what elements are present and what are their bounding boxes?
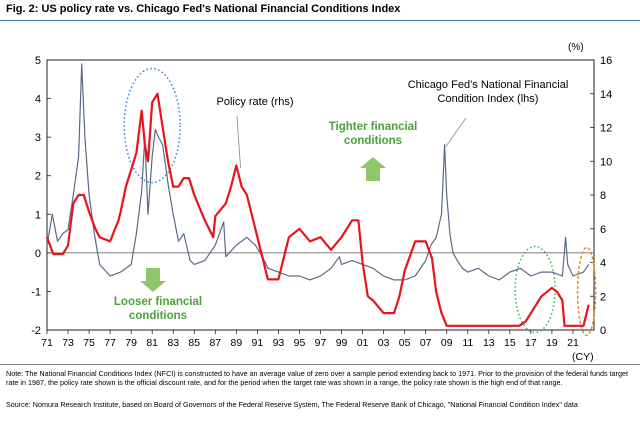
y-right-tick-label: 0 xyxy=(600,325,606,337)
x-tick-label: 71 xyxy=(41,337,53,349)
y-right-tick-label: 16 xyxy=(600,55,612,67)
y-right-tick-label: 6 xyxy=(600,224,606,236)
highlight-circle-1980s xyxy=(123,67,181,184)
chart-source: Source: Nomura Research Institute, based… xyxy=(6,400,578,409)
tighter-arrow-icon xyxy=(360,157,386,181)
x-tick-label: 11 xyxy=(462,337,473,349)
y-right-tick-label: 4 xyxy=(600,258,606,270)
x-tick-label: 15 xyxy=(504,337,516,349)
x-tick-label: 89 xyxy=(231,337,243,349)
y-right-tick-label: 12 xyxy=(600,123,612,135)
highlight-circle-2022 xyxy=(576,246,597,337)
y-right-unit: (%) xyxy=(568,42,584,53)
x-tick-label: 75 xyxy=(83,337,95,349)
chart-note: Note: The National Financial Conditions … xyxy=(6,369,628,388)
nfci-line xyxy=(46,63,590,281)
footer-divider xyxy=(0,364,640,365)
x-tick-label: 19 xyxy=(546,337,558,349)
x-tick-label: 91 xyxy=(252,337,264,349)
y-left-tick-label: -2 xyxy=(31,325,41,337)
policy-rate-line xyxy=(45,92,590,327)
x-tick-label: 99 xyxy=(336,337,348,349)
x-tick-label: 87 xyxy=(209,337,221,349)
x-tick-label: 05 xyxy=(399,337,411,349)
y-left-tick-label: 0 xyxy=(35,248,41,260)
x-tick-label: 83 xyxy=(167,337,179,349)
y-left-tick-label: 1 xyxy=(35,209,41,221)
x-tick-label: 07 xyxy=(420,337,432,349)
x-tick-label: 03 xyxy=(378,337,390,349)
policy-annotation: Policy rate (rhs) xyxy=(216,96,293,108)
x-tick-label: 13 xyxy=(483,337,495,349)
x-tick-label: 81 xyxy=(146,337,158,349)
x-tick-label: 97 xyxy=(315,337,327,349)
looser-arrow-icon xyxy=(140,268,166,292)
chart-title: Fig. 2: US policy rate vs. Chicago Fed's… xyxy=(6,3,401,15)
x-tick-label: 77 xyxy=(104,337,116,349)
y-right-tick-label: 14 xyxy=(600,89,612,101)
y-left-tick-label: -1 xyxy=(31,286,41,298)
y-right-tick-label: 2 xyxy=(600,291,606,303)
title-divider xyxy=(0,20,640,21)
x-tick-label: 17 xyxy=(525,337,537,349)
x-tick-label: 73 xyxy=(62,337,74,349)
policy-pointer xyxy=(236,115,241,169)
x-tick-label: 21 xyxy=(567,337,579,349)
nfci-annotation: Chicago Fed’s National Financial Conditio… xyxy=(408,79,569,105)
y-left-tick-label: 5 xyxy=(35,55,41,67)
y-left-tick-label: 2 xyxy=(35,171,41,183)
y-right-tick-label: 10 xyxy=(600,156,612,168)
x-tick-label: 85 xyxy=(188,337,200,349)
nfci-pointer xyxy=(445,117,467,148)
x-unit: (CY) xyxy=(572,351,594,362)
y-right-tick-label: 8 xyxy=(600,190,606,202)
y-left-tick-label: 3 xyxy=(35,132,41,144)
x-tick-label: 01 xyxy=(357,337,369,349)
x-tick-label: 79 xyxy=(125,337,137,349)
x-tick-label: 09 xyxy=(441,337,453,349)
x-tick-label: 93 xyxy=(273,337,285,349)
x-tick-label: 95 xyxy=(294,337,306,349)
tighter-label: Tighter financial conditions xyxy=(329,121,418,147)
y-left-tick-label: 4 xyxy=(35,94,41,106)
looser-label: Looser financial conditions xyxy=(114,296,202,322)
